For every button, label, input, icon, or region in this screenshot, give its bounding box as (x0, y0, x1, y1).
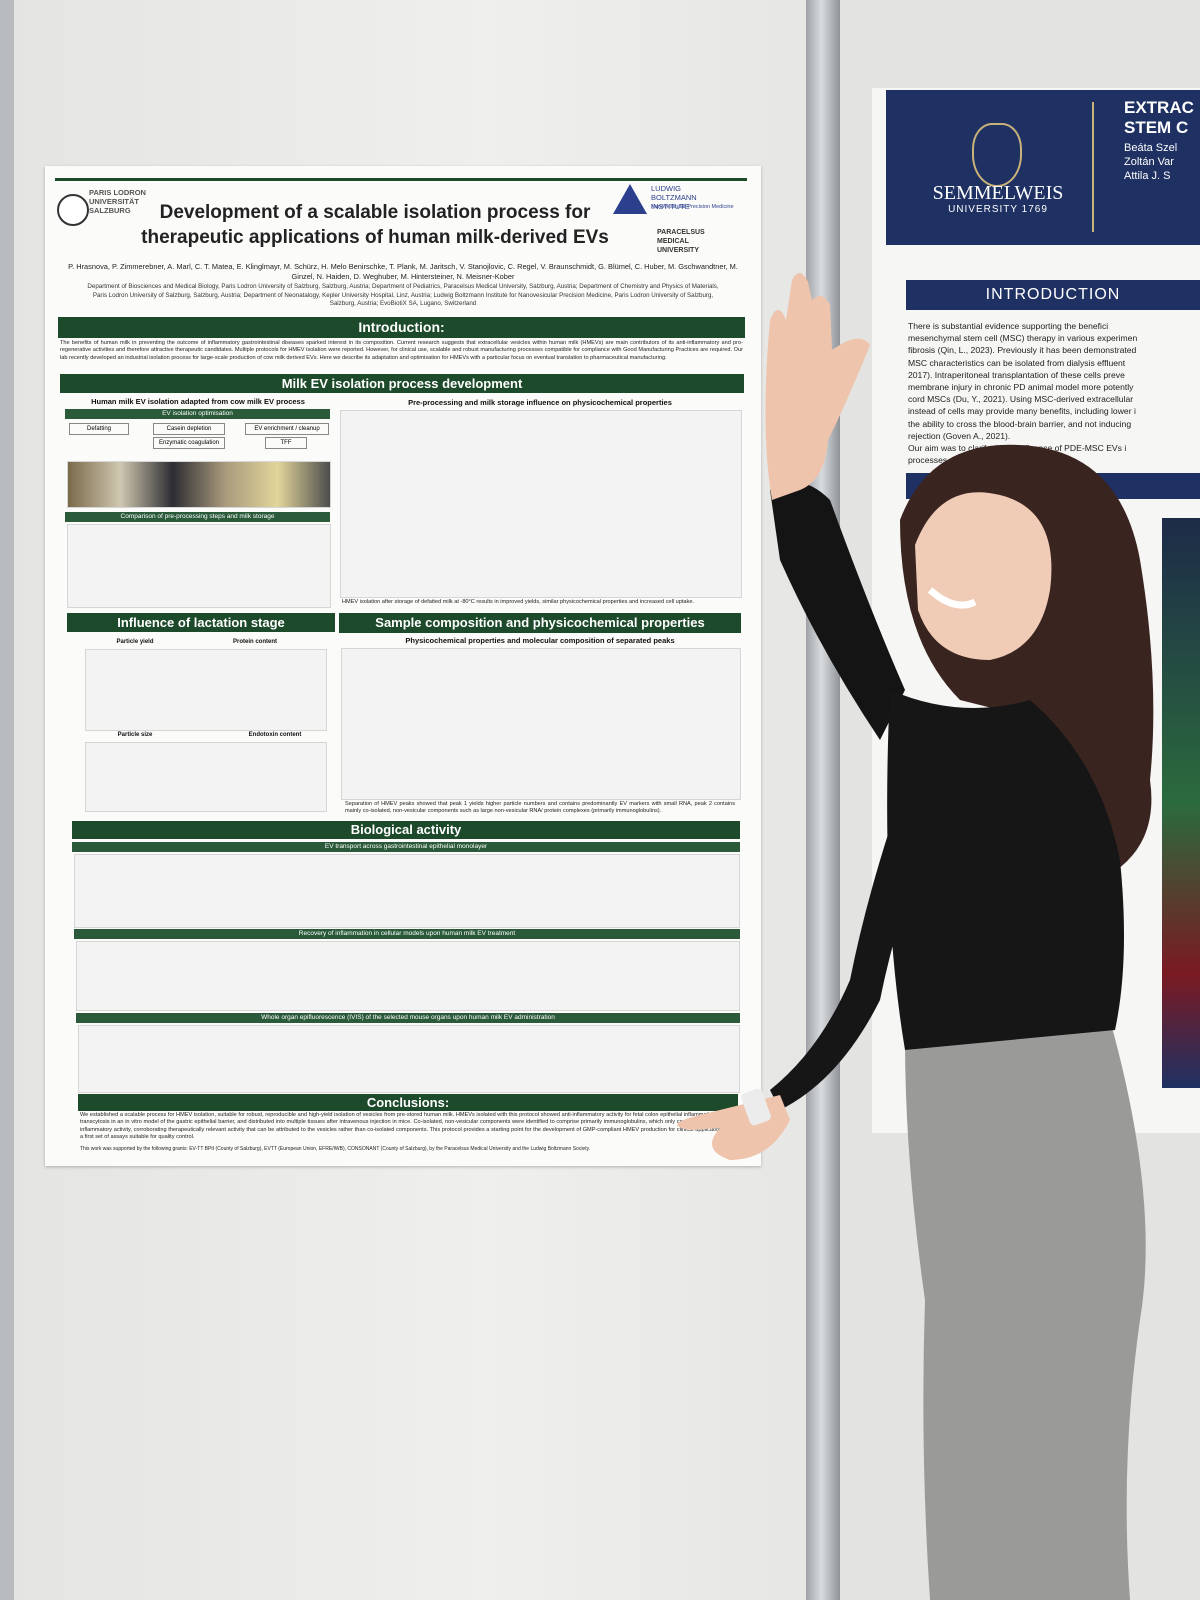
header-band (886, 90, 1200, 245)
university-name: SEMMELWEIS (932, 182, 1064, 204)
step: TFF (265, 437, 307, 449)
panel-title: Human milk EV isolation adapted from cow… (91, 397, 305, 406)
step: Casein depletion (153, 423, 225, 435)
logo-lbi-sub: Nanovesicular Precision Medicine (651, 204, 734, 210)
logo-plus: PARIS LODRON UNIVERSITÄT SALZBURG (89, 188, 146, 215)
step: Defatting (69, 423, 129, 435)
section-heading: Biological activity (72, 821, 740, 839)
skirt (905, 1020, 1146, 1600)
intro-line: mesenchymal stem cell (MSC) therapy in v… (908, 333, 1138, 344)
intro-line: There is substantial evidence supporting… (908, 321, 1109, 331)
crest (972, 123, 1022, 187)
plot-title: Protein content (232, 639, 277, 645)
step: Enzymatic coagulation (153, 437, 225, 449)
intro-line: the ability to cross the blood-brain bar… (908, 418, 1132, 429)
intro-line: instead of cells may provide many benefi… (908, 406, 1136, 417)
poster: PARIS LODRON UNIVERSITÄT SALZBURG LUDWIG… (45, 166, 761, 1166)
figure (340, 410, 742, 598)
lower-arm (770, 770, 950, 1110)
poster-title: therapeutic applications of human milk-d… (141, 227, 609, 248)
section-heading: Milk EV isolation process development (60, 374, 744, 393)
raised-hand (765, 272, 870, 500)
right-author: Beáta Szel (1124, 142, 1178, 154)
sub-heading: Whole organ epifluorescence (IVIS) of th… (76, 1013, 740, 1023)
section-heading: Influence of lactation stage (67, 613, 335, 632)
poster-title: Development of a scalable isolation proc… (159, 202, 591, 223)
affiliations: Department of Biosciences and Medical Bi… (87, 283, 719, 307)
panel-title: Pre-processing and milk storage influenc… (408, 398, 672, 407)
smile (927, 587, 977, 609)
sub-heading: EV isolation optimisation (65, 409, 330, 419)
logo-lbi: LUDWIG BOLTZMANN INSTITUTE (651, 184, 697, 211)
sub-heading: Recovery of inflammation in cellular mod… (74, 929, 740, 939)
logo-pmu: PARACELSUS MEDICAL UNIVERSITY (657, 229, 705, 254)
section-heading: Sample composition and physicochemical p… (339, 613, 741, 633)
figure (76, 941, 740, 1011)
post-left (0, 0, 14, 1600)
sub-heading: Comparison of pre-processing steps and m… (65, 512, 330, 522)
right-title: EXTRAC (1124, 98, 1194, 117)
intro-line: MSC characteristics can be isolated from… (908, 357, 1126, 368)
right-title: STEM C (1124, 118, 1189, 137)
section-heading: Conclusions: (78, 1094, 738, 1111)
step: EV enrichment / cleanup (245, 423, 329, 435)
plot-title: Endotoxin content (248, 732, 302, 738)
figure (78, 1025, 740, 1093)
photo-strip (67, 461, 331, 508)
conclusion-text: We established a scalable process for HM… (80, 1112, 738, 1141)
figure (67, 524, 331, 608)
intro-line: cord MSCs (Du, Y., 2021). Using MSC-deri… (908, 394, 1134, 405)
divider (1092, 102, 1094, 232)
note: Separation of HMEV peaks showed that pea… (345, 801, 735, 815)
intro-heading: INTRODUCTION (906, 280, 1200, 310)
intro-text: The benefits of human milk in preventing… (60, 340, 743, 361)
post-center (806, 0, 840, 1600)
right-author: Attila J. S (1124, 170, 1171, 182)
university-sub: UNIVERSITY 1769 (948, 204, 1048, 215)
section-heading: Introduction: (58, 317, 745, 338)
intro-line: 2017). Intraperitoneal transplantation o… (908, 369, 1125, 380)
plot-title: Particle size (117, 732, 153, 738)
intro-line: rejection (Goven A., 2021). (908, 430, 1011, 441)
intro-line: processes. (908, 455, 950, 466)
note: HMEV isolation after storage of defatted… (342, 599, 695, 605)
figure (85, 742, 327, 812)
logo-plus-seal (57, 194, 89, 226)
funding-text: This work was supported by the following… (80, 1146, 591, 1152)
side-figures (1162, 518, 1200, 1088)
panel-title: Physicochemical properties and molecular… (405, 636, 675, 645)
sub-heading: EV transport across gastrointestinal epi… (72, 842, 740, 852)
intro-line: fibrosis (Qin, L., 2023). Previously it … (908, 345, 1137, 356)
plot-title: Particle yield (116, 639, 154, 645)
intro-line: membrane injury in chronic PD animal mod… (908, 382, 1134, 392)
figure (74, 854, 740, 928)
figure (341, 648, 741, 800)
watch (741, 1088, 771, 1126)
pointing-hand (677, 1095, 790, 1160)
authors: P. Hrasnova, P. Zimmerebner, A. Marl, C.… (68, 262, 738, 281)
header-rule (55, 178, 747, 181)
right-author: Zoltán Var (1124, 156, 1174, 168)
face (915, 492, 1052, 660)
raised-arm (770, 482, 905, 740)
figure (85, 649, 327, 731)
